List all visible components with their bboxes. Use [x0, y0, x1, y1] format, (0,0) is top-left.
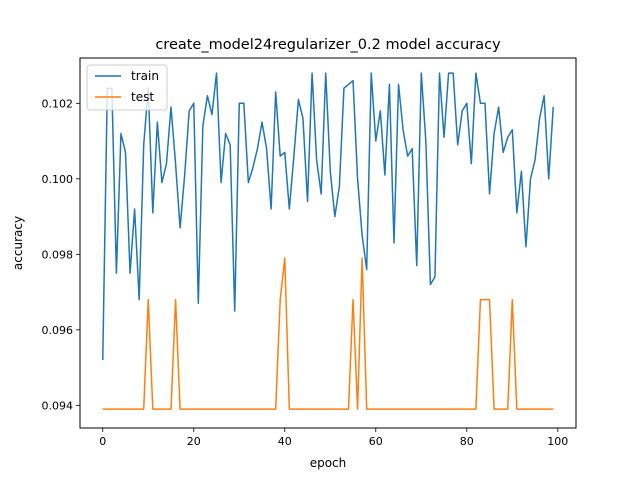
- legend-train-label: train: [131, 69, 159, 83]
- legend: train test: [86, 64, 168, 111]
- y-tick-label: 0.096: [42, 324, 74, 337]
- x-tick-label: 60: [369, 435, 383, 448]
- x-tick-label: 80: [460, 435, 474, 448]
- x-tick-label: 0: [99, 435, 106, 448]
- x-tick-label: 20: [187, 435, 201, 448]
- y-axis-label: accuracy: [11, 216, 25, 270]
- chart-title: create_model24regularizer_0.2 model accu…: [155, 37, 501, 53]
- series-layer: [102, 72, 554, 410]
- x-axis-ticks: 0 20 40 60 80 100: [99, 428, 568, 448]
- y-tick-label: 0.098: [42, 248, 74, 261]
- plot-area: [79, 57, 577, 429]
- y-tick-label: 0.094: [42, 399, 74, 412]
- x-tick-label: 100: [547, 435, 568, 448]
- axes-frame: [79, 57, 577, 429]
- series-line-train: [102, 72, 554, 361]
- legend-test-label: test: [131, 90, 154, 104]
- x-axis-label: epoch: [310, 456, 347, 470]
- y-tick-label: 0.100: [42, 173, 74, 186]
- y-tick-label: 0.102: [42, 97, 74, 110]
- x-tick-label: 40: [278, 435, 292, 448]
- y-axis-ticks: 0.094 0.096 0.098 0.100 0.102: [42, 97, 80, 412]
- series-line-test: [102, 257, 554, 410]
